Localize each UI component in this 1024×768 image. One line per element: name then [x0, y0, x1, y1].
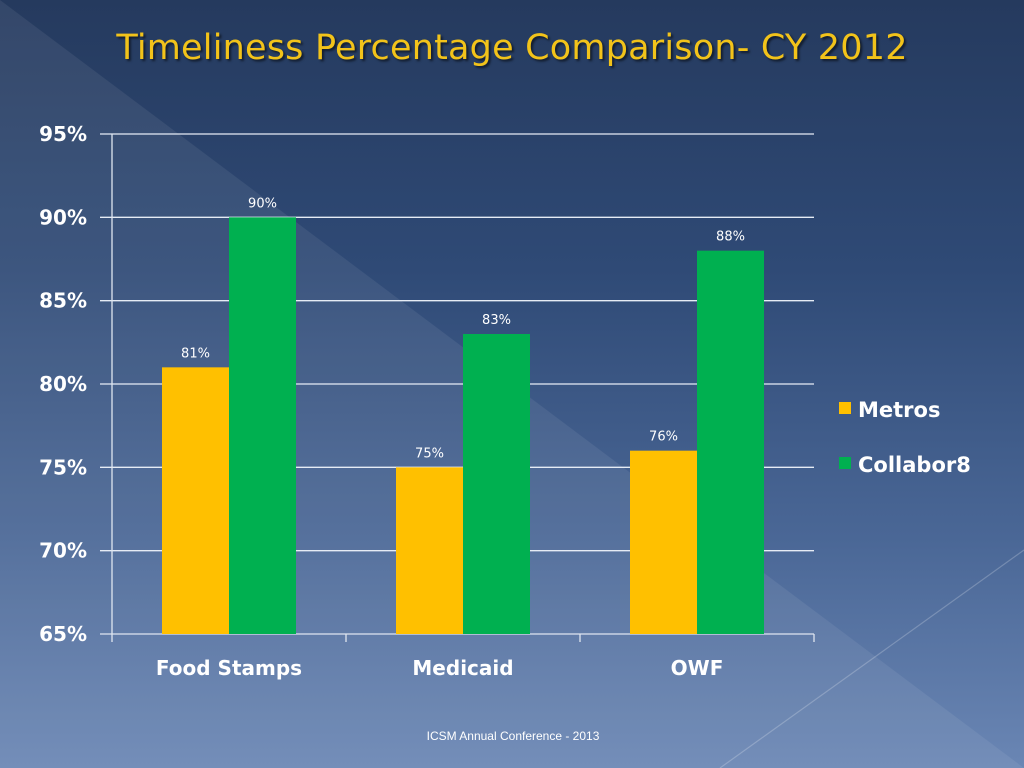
y-tick-label: 70% — [39, 539, 87, 563]
data-label: 76% — [649, 430, 678, 445]
slide-title: Timeliness Percentage Comparison- CY 201… — [116, 28, 908, 68]
slide-footer: ICSM Annual Conference - 2013 — [0, 729, 1024, 743]
y-tick-label: 85% — [39, 289, 87, 313]
y-tick-label: 90% — [39, 205, 87, 229]
y-tick-label: 80% — [39, 372, 87, 396]
legend-swatch-metros — [839, 402, 851, 414]
data-labels: 81% 90% 75% 83% 76% 88% — [181, 196, 745, 461]
y-tick-label: 75% — [39, 455, 87, 479]
x-tick-label: OWF — [671, 656, 724, 680]
data-label: 90% — [248, 196, 277, 211]
data-label: 81% — [181, 346, 210, 361]
data-label: 83% — [482, 313, 511, 328]
legend-swatch-collabor8 — [839, 457, 851, 469]
footer-text: ICSM Annual Conference - 2013 — [426, 729, 600, 743]
bar-collabor8-owf — [697, 250, 764, 634]
background-diagonal-line — [719, 549, 1024, 768]
y-tick-label: 95% — [39, 122, 87, 146]
axes: 95% 90% 85% 80% 75% 70% 65% Food Stamps Medicaid… — [39, 122, 815, 680]
x-tick-label: Food Stamps — [156, 656, 302, 680]
legend: Metros Collabor8 — [839, 398, 971, 477]
data-label: 88% — [716, 230, 745, 245]
bar-metros-owf — [630, 450, 697, 634]
y-tick-label: 65% — [39, 622, 87, 646]
bar-collabor8-food-stamps — [229, 217, 296, 635]
legend-label-metros: Metros — [858, 398, 940, 422]
bar-collabor8-medicaid — [463, 334, 530, 634]
bar-metros-medicaid — [396, 467, 463, 634]
legend-label-collabor8: Collabor8 — [858, 453, 971, 477]
x-tick-label: Medicaid — [412, 656, 513, 680]
bars — [162, 217, 764, 635]
bar-metros-food-stamps — [162, 367, 229, 634]
data-label: 75% — [415, 446, 444, 461]
